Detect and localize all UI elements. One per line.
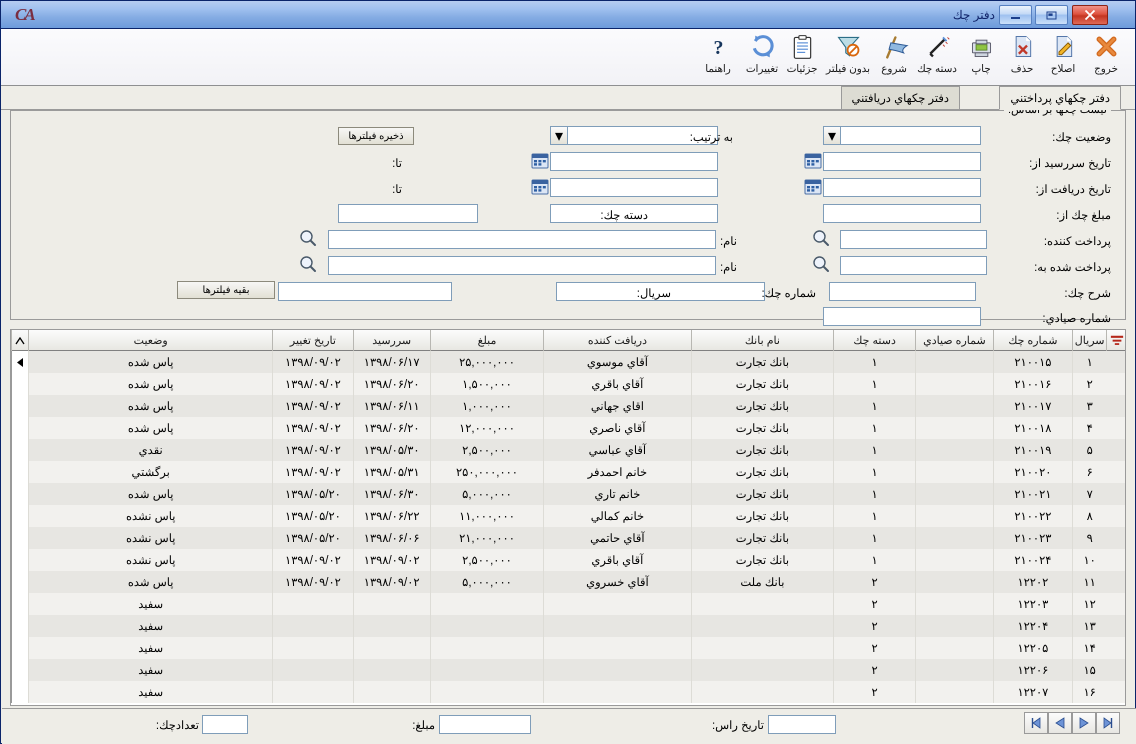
svg-text:?: ? [713, 37, 723, 59]
